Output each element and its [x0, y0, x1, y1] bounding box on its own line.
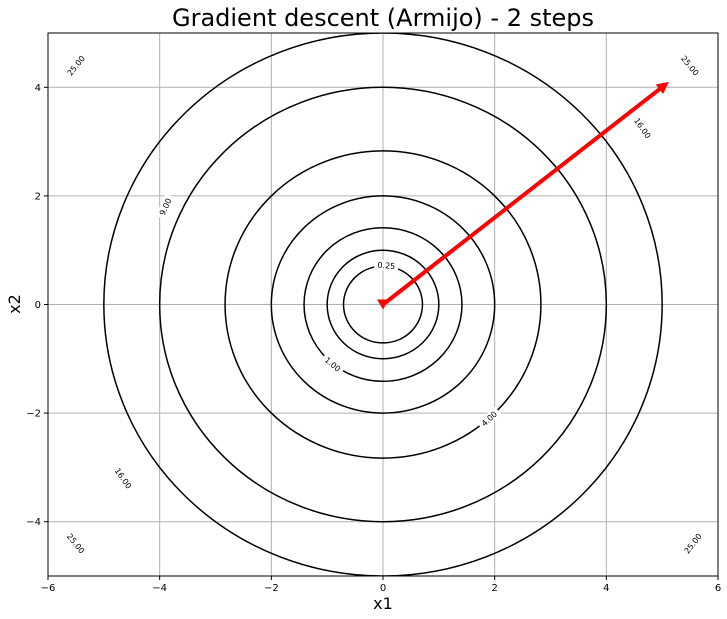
- contour-line: [158, 86, 608, 523]
- x-tick-label: 6: [715, 583, 721, 594]
- chart-title: Gradient descent (Armijo) - 2 steps: [172, 4, 594, 32]
- x-tick-label: 4: [603, 583, 609, 594]
- contour-label: 25.00: [62, 528, 89, 558]
- contour-label-text: 16.00: [113, 467, 133, 491]
- contour-label-text: 9.00: [158, 197, 174, 217]
- contour-label: 16.00: [111, 463, 136, 494]
- y-tick-label: 0: [35, 300, 41, 311]
- contour-line: [103, 33, 663, 576]
- contour-line: [326, 249, 440, 360]
- x-tick-label: 0: [380, 583, 386, 594]
- contour-line: [270, 195, 496, 414]
- contour-label: 1.00: [320, 352, 346, 376]
- ticks: −6 −4 −2 0 2 4 6 −4 −2 0 2 4: [26, 83, 721, 594]
- x-tick-label: 2: [491, 583, 497, 594]
- start-marker: [377, 299, 389, 310]
- descent-arrowhead: [655, 81, 669, 94]
- contour-label: 25.00: [677, 51, 704, 81]
- y-tick-label: 4: [35, 83, 41, 94]
- contour-label: 25.00: [62, 51, 89, 81]
- contour-label: 16.00: [630, 113, 656, 143]
- contour-label-text: 25.00: [683, 532, 704, 556]
- contour-line: [224, 150, 542, 459]
- contour-label-text: 0.25: [377, 261, 395, 271]
- contour-label: 25.00: [679, 528, 706, 558]
- y-tick-label: −2: [26, 409, 41, 420]
- descent-path: [377, 81, 669, 310]
- contour-label-text: 16.00: [632, 116, 652, 140]
- contour-label: 0.25: [373, 259, 399, 272]
- contour-label: 9.00: [155, 193, 175, 220]
- contour-label-text: 25.00: [679, 54, 700, 78]
- x-axis-label: x1: [373, 594, 393, 613]
- x-tick-label: −2: [264, 583, 279, 594]
- contour-label-text: 25.00: [65, 532, 86, 556]
- y-axis-label: x2: [5, 294, 24, 314]
- x-tick-label: −6: [41, 583, 56, 594]
- x-tick-label: −4: [152, 583, 167, 594]
- contour-line: [303, 226, 463, 383]
- contour-label: 4.00: [476, 406, 502, 431]
- descent-step: [381, 85, 664, 307]
- contour-label-text: 25.00: [66, 54, 87, 78]
- y-tick-label: −4: [26, 517, 41, 528]
- y-tick-label: 2: [35, 191, 41, 202]
